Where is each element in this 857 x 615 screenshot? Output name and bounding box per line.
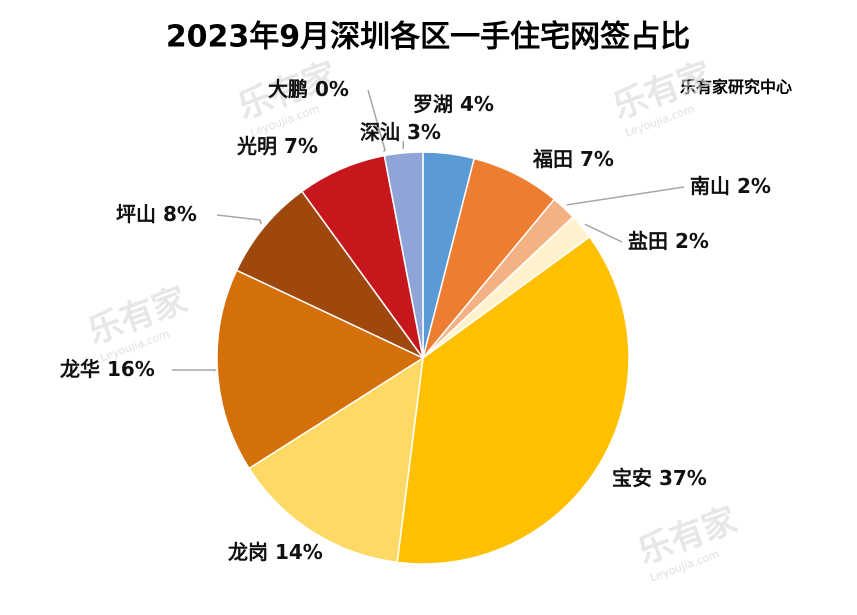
data-label: 盐田 2% bbox=[628, 229, 709, 253]
value-label: 2% bbox=[675, 229, 709, 253]
category-label: 大鹏 bbox=[268, 77, 308, 101]
value-label: 3% bbox=[407, 120, 441, 144]
value-label: 14% bbox=[275, 540, 323, 564]
leader-line bbox=[566, 186, 685, 206]
data-label: 罗湖 4% bbox=[413, 92, 494, 116]
pie-slice bbox=[235, 190, 424, 359]
value-label: 0% bbox=[315, 77, 349, 101]
data-label: 南山 2% bbox=[690, 174, 771, 198]
value-label: 8% bbox=[163, 202, 197, 226]
data-label: 光明 7% bbox=[236, 134, 318, 158]
category-label: 龙华 bbox=[60, 357, 100, 381]
data-label: 龙岗 14% bbox=[228, 540, 323, 564]
leader-line bbox=[216, 214, 262, 225]
category-label: 光明 bbox=[236, 134, 277, 158]
pie-slice bbox=[216, 269, 425, 470]
value-label: 16% bbox=[107, 357, 155, 381]
leader-line bbox=[367, 89, 386, 153]
source: 乐有家研究中心 bbox=[680, 78, 792, 97]
data-label: 宝安 37% bbox=[612, 466, 707, 490]
category-label: 南山 bbox=[690, 174, 730, 198]
category-label: 福田 bbox=[532, 147, 573, 171]
leader-line bbox=[584, 223, 623, 243]
data-label: 深汕 3% bbox=[360, 120, 441, 144]
data-label: 龙华 16% bbox=[60, 357, 155, 381]
category-label: 龙岗 bbox=[228, 540, 268, 564]
data-label: 福田 7% bbox=[532, 147, 614, 171]
pie-slice bbox=[248, 356, 424, 564]
category-label: 宝安 bbox=[612, 466, 652, 490]
value-label: 2% bbox=[737, 174, 771, 198]
category-label: 罗湖 bbox=[413, 92, 453, 116]
data-label: 大鹏 0% bbox=[268, 77, 349, 101]
category-label: 深汕 bbox=[360, 120, 400, 144]
data-label: 坪山 8% bbox=[116, 202, 197, 226]
value-label: 4% bbox=[460, 92, 494, 116]
leader-line bbox=[172, 369, 218, 372]
category-label: 盐田 bbox=[628, 229, 668, 253]
chart-title: 2023年9月深圳各区一手住宅网签占比 bbox=[166, 20, 690, 55]
value-label: 37% bbox=[659, 466, 707, 490]
pie-slice bbox=[396, 235, 630, 565]
value-label: 7% bbox=[580, 147, 614, 171]
category-label: 坪山 bbox=[116, 202, 156, 226]
value-label: 7% bbox=[284, 134, 318, 158]
pie-slice bbox=[383, 151, 424, 359]
